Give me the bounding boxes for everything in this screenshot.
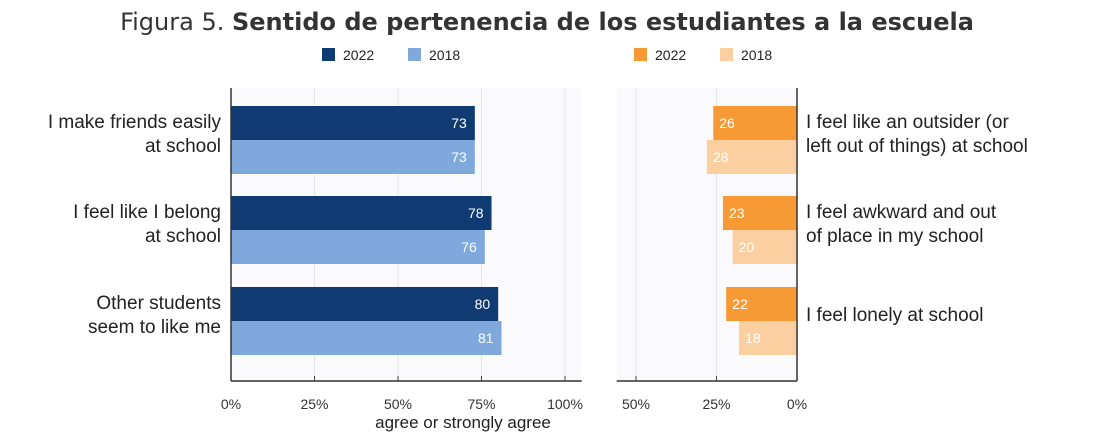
bar-2018: [706, 140, 797, 174]
data-label: 26: [719, 115, 735, 131]
category-label: I feel lonely at school: [806, 305, 983, 326]
bar-2022: [231, 196, 492, 230]
bar-2018: [231, 321, 502, 355]
category-label: Other students: [96, 293, 221, 314]
data-label: 20: [739, 239, 755, 255]
x-tick-label: 75%: [467, 396, 495, 412]
bar-2018: [231, 140, 475, 174]
legend-swatch: [720, 48, 733, 61]
data-label: 28: [713, 149, 729, 165]
category-label: seem to like me: [88, 317, 221, 338]
category-label: I feel like an outsider (or: [806, 112, 1009, 133]
legend-label: 2022: [343, 47, 374, 63]
bar-2022: [726, 287, 797, 321]
bar-2018: [739, 321, 797, 355]
data-label: 23: [729, 205, 745, 221]
category-label: at school: [145, 226, 221, 247]
data-label: 78: [468, 205, 484, 221]
data-label: 73: [451, 149, 467, 165]
data-label: 22: [732, 296, 748, 312]
data-label: 80: [475, 296, 491, 312]
category-label: of place in my school: [806, 226, 983, 247]
category-label: at school: [145, 136, 221, 157]
bar-2018: [231, 230, 485, 264]
bar-2022: [713, 106, 797, 140]
bar-2018: [732, 230, 797, 264]
data-label: 73: [451, 115, 467, 131]
x-tick-label: 50%: [384, 396, 412, 412]
category-label: I feel like I belong: [73, 202, 221, 223]
bar-2022: [231, 287, 499, 321]
bar-2022: [231, 106, 475, 140]
bar-2022: [722, 196, 797, 230]
legend-swatch: [322, 48, 335, 61]
x-tick-label: 0%: [221, 396, 241, 412]
title-main: Sentido de pertenencia de los estudiante…: [231, 8, 974, 36]
title-prefix: Figura 5.: [120, 8, 225, 36]
legend-label: 2022: [655, 47, 686, 63]
data-label: 81: [478, 330, 494, 346]
x-tick-label: 50%: [622, 396, 650, 412]
legend-swatch: [408, 48, 421, 61]
x-axis-label: agree or strongly agree: [375, 413, 551, 432]
category-label: left out of things) at school: [806, 136, 1028, 157]
x-tick-label: 100%: [547, 396, 583, 412]
legend-swatch: [634, 48, 647, 61]
legend-label: 2018: [429, 47, 460, 63]
category-label: I make friends easily: [48, 112, 222, 133]
data-label: 76: [461, 239, 477, 255]
legend-label: 2018: [741, 47, 772, 63]
chart-title: Figura 5. Sentido de pertenencia de los …: [0, 8, 1094, 36]
x-tick-label: 25%: [702, 396, 730, 412]
x-tick-label: 25%: [300, 396, 328, 412]
category-label: I feel awkward and out: [806, 202, 997, 223]
data-label: 18: [745, 330, 761, 346]
x-tick-label: 0%: [787, 396, 807, 412]
